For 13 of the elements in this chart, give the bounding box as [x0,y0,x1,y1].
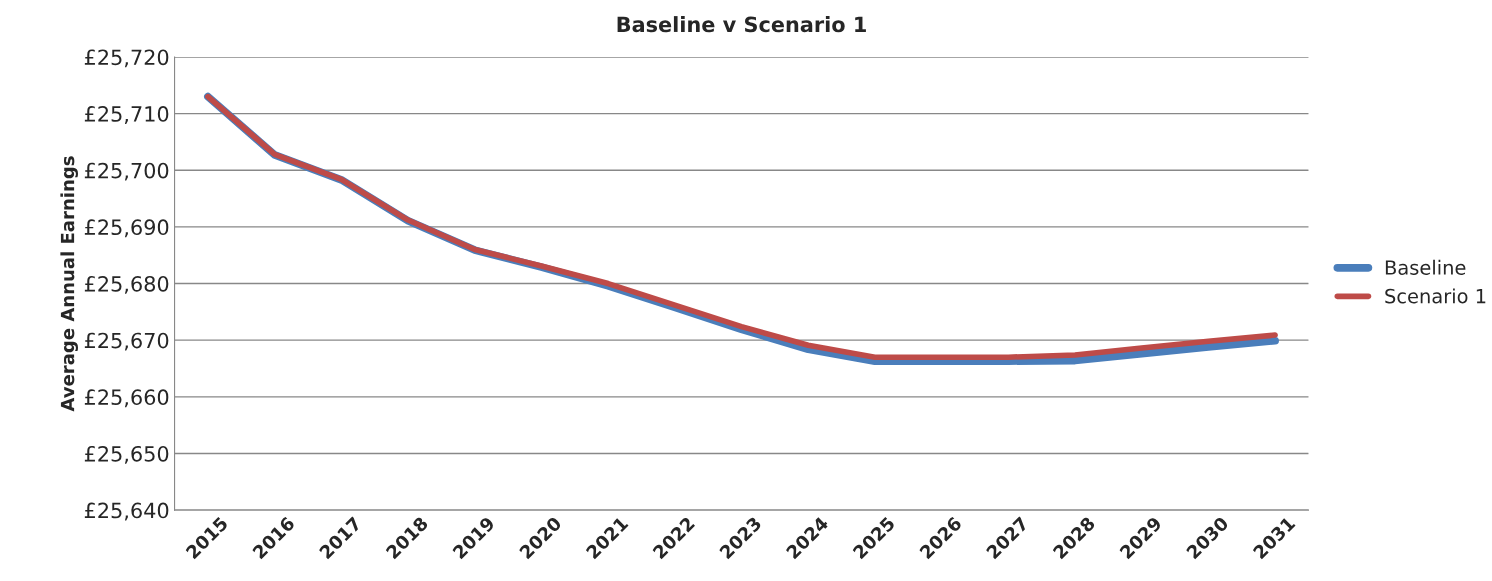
y-tick-label: £25,700 [84,162,169,181]
chart-title: Baseline v Scenario 1 [617,16,866,33]
y-axis-title: Average Annual Earnings [60,156,78,412]
legend-label: Scenario 1 [1385,288,1486,304]
y-tick-label: £25,720 [84,49,169,68]
y-tick-label: £25,670 [84,332,169,351]
y-tick-label: £25,680 [84,275,169,294]
y-tick-label: £25,690 [84,219,169,238]
y-tick-label: £25,660 [84,389,169,408]
y-tick-label: £25,650 [84,445,169,464]
y-tick-label: £25,710 [84,106,169,124]
legend-label: Baseline [1385,259,1466,275]
y-tick-label: £25,640 [84,502,169,521]
